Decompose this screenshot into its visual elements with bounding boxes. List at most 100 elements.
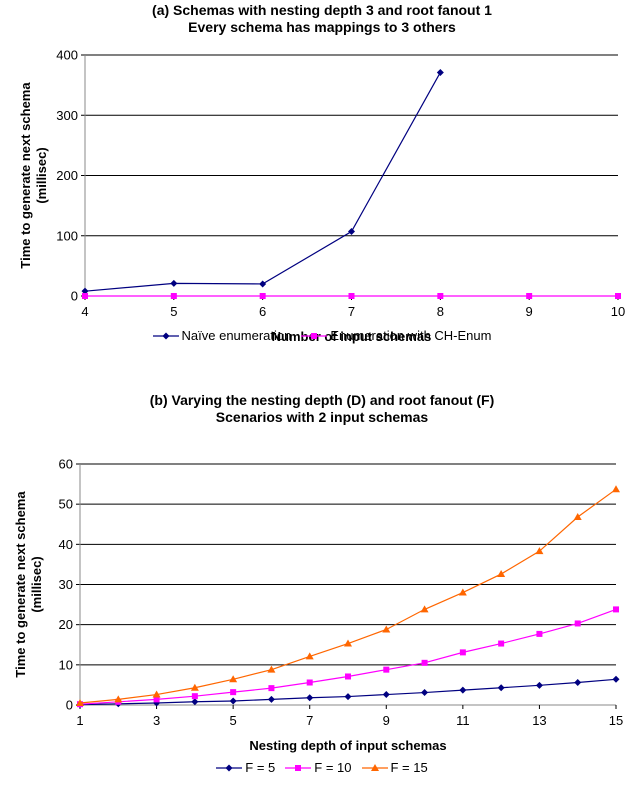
chart-a-data-point <box>81 287 89 295</box>
chart-b-data-point <box>458 588 467 596</box>
chart-a-data-point <box>437 293 444 299</box>
chart-b-legend-item: F = 15 <box>361 760 428 775</box>
chart-b-y-tick-label: 20 <box>59 617 73 632</box>
chart-b-data-point <box>229 675 238 683</box>
chart-b-data-point <box>497 570 506 578</box>
chart-b-x-tick-label: 3 <box>153 713 160 728</box>
chart-b-legend-swatch <box>285 764 312 771</box>
chart-a-y-tick-label: 300 <box>56 108 78 123</box>
chart-a-data-point <box>436 68 444 76</box>
chart-b-data-point <box>268 685 275 692</box>
chart-b-series-0 <box>76 675 620 709</box>
chart-b-x-tick-label: 1 <box>76 713 83 728</box>
chart-a-legend: Naïve enumeration Enumeration with CH-Enu… <box>0 328 644 343</box>
chart-a-data-point <box>259 280 267 288</box>
chart-a-x-tick-label: 6 <box>259 304 266 319</box>
chart-a-x-tick-label: 4 <box>81 304 88 319</box>
chart-b-title: (b) Varying the nesting depth (D) and ro… <box>149 392 495 408</box>
chart-a-title: (a) Schemas with nesting depth 3 and roo… <box>152 2 492 18</box>
chart-b-data-point <box>498 640 505 647</box>
chart-a-x-tick-label: 10 <box>611 304 625 319</box>
chart-b-x-tick-label: 13 <box>532 713 546 728</box>
chart-b-series-line <box>79 608 617 705</box>
chart-b-data-point <box>305 652 314 660</box>
chart-a-data-point <box>615 293 621 299</box>
chart-b-x-tick-label: 7 <box>306 713 313 728</box>
chart-a-x-tick-label: 9 <box>526 304 533 319</box>
chart-b-data-point <box>190 683 199 691</box>
chart-b-data-point <box>344 693 352 701</box>
chart-b-series-line <box>79 678 617 706</box>
chart-b-data-point <box>229 697 237 705</box>
chart-b-data-point <box>535 681 543 689</box>
chart-a-data-point <box>348 293 355 299</box>
chart-a-data-point <box>82 293 88 299</box>
chart-b: (b) Varying the nesting depth (D) and ro… <box>0 380 644 787</box>
chart-a-y-axis-label: Time to generate next schema(millisec) <box>18 82 49 269</box>
chart-a-title-block: (a) Schemas with nesting depth 3 and roo… <box>0 2 644 36</box>
chart-b-data-point <box>267 695 275 703</box>
chart-b-data-point <box>497 684 505 692</box>
chart-b-data-point <box>114 695 123 703</box>
chart-b-legend-item: F = 10 <box>285 760 352 775</box>
chart-a-series-line <box>84 72 441 292</box>
chart-b-data-point <box>344 639 352 647</box>
chart-b-data-point <box>536 630 543 637</box>
chart-b-data-point <box>574 620 581 627</box>
chart-a-y-tick-label: 400 <box>56 48 78 63</box>
chart-b-y-tick-label: 30 <box>59 577 73 592</box>
chart-b-data-point <box>267 665 276 673</box>
chart-b-data-point <box>612 485 620 493</box>
chart-b-y-tick-label: 10 <box>59 657 73 672</box>
chart-b-data-point <box>613 606 619 613</box>
chart-a-data-point <box>526 293 533 299</box>
chart-b-data-point <box>383 666 390 673</box>
chart-b-data-point <box>612 675 620 683</box>
chart-b-data-point <box>306 694 314 702</box>
chart-b-legend-swatch <box>216 764 243 771</box>
chart-b-subtitle: Scenarios with 2 input schemas <box>215 409 429 425</box>
chart-b-data-point <box>306 679 313 686</box>
chart-b-x-tick-label: 11 <box>456 713 470 728</box>
chart-a-x-tick-label: 7 <box>348 304 355 319</box>
chart-a-y-tick-label: 100 <box>56 228 78 243</box>
chart-a: (a) Schemas with nesting depth 3 and roo… <box>0 0 644 380</box>
chart-a-y-axis-label-line: (millisec) <box>34 147 49 203</box>
chart-a-legend-marker <box>162 332 170 339</box>
chart-b-data-point <box>421 689 429 697</box>
chart-b-data-point <box>345 673 351 680</box>
chart-b-data-point <box>574 679 582 687</box>
chart-a-data-point <box>170 279 178 287</box>
chart-a-legend-item: Naïve enumeration <box>152 328 291 343</box>
chart-b-y-tick-label: 50 <box>59 497 73 512</box>
chart-b-data-point <box>459 649 466 656</box>
chart-b-data-point <box>420 605 429 613</box>
chart-b-title-block: (b) Varying the nesting depth (D) and ro… <box>0 392 644 426</box>
chart-b-data-point <box>421 659 428 666</box>
chart-b-data-point <box>573 513 582 521</box>
chart-b-legend: F = 5 F = 10 F = 15 <box>0 760 644 775</box>
chart-b-legend-marker <box>225 764 233 771</box>
chart-a-legend-swatch <box>301 332 328 339</box>
chart-b-series-line <box>79 488 617 704</box>
chart-b-data-point <box>152 690 161 698</box>
chart-a-y-tick-label: 0 <box>71 289 78 304</box>
chart-b-y-tick-label: 40 <box>59 537 73 552</box>
chart-b-data-point <box>191 698 199 706</box>
chart-b-y-axis-label: Time to generate next schema(millisec) <box>13 491 44 678</box>
chart-b-legend-marker <box>295 764 302 771</box>
chart-b-data-point <box>76 698 84 706</box>
chart-b-data-point <box>230 689 237 696</box>
chart-b-y-axis-label-line: Time to generate next schema <box>13 491 28 678</box>
chart-a-legend-label: Enumeration with CH-Enum <box>330 328 492 343</box>
chart-b-y-axis-label-line: (millisec) <box>29 556 44 612</box>
chart-a-y-tick-label: 200 <box>56 168 78 183</box>
chart-b-x-tick-label: 15 <box>609 713 623 728</box>
chart-a-data-point <box>348 228 355 236</box>
chart-b-y-tick-label: 60 <box>59 457 73 472</box>
chart-b-data-point <box>382 625 391 633</box>
chart-a-x-tick-label: 8 <box>437 304 444 319</box>
chart-a-legend-item: Enumeration with CH-Enum <box>301 328 491 343</box>
